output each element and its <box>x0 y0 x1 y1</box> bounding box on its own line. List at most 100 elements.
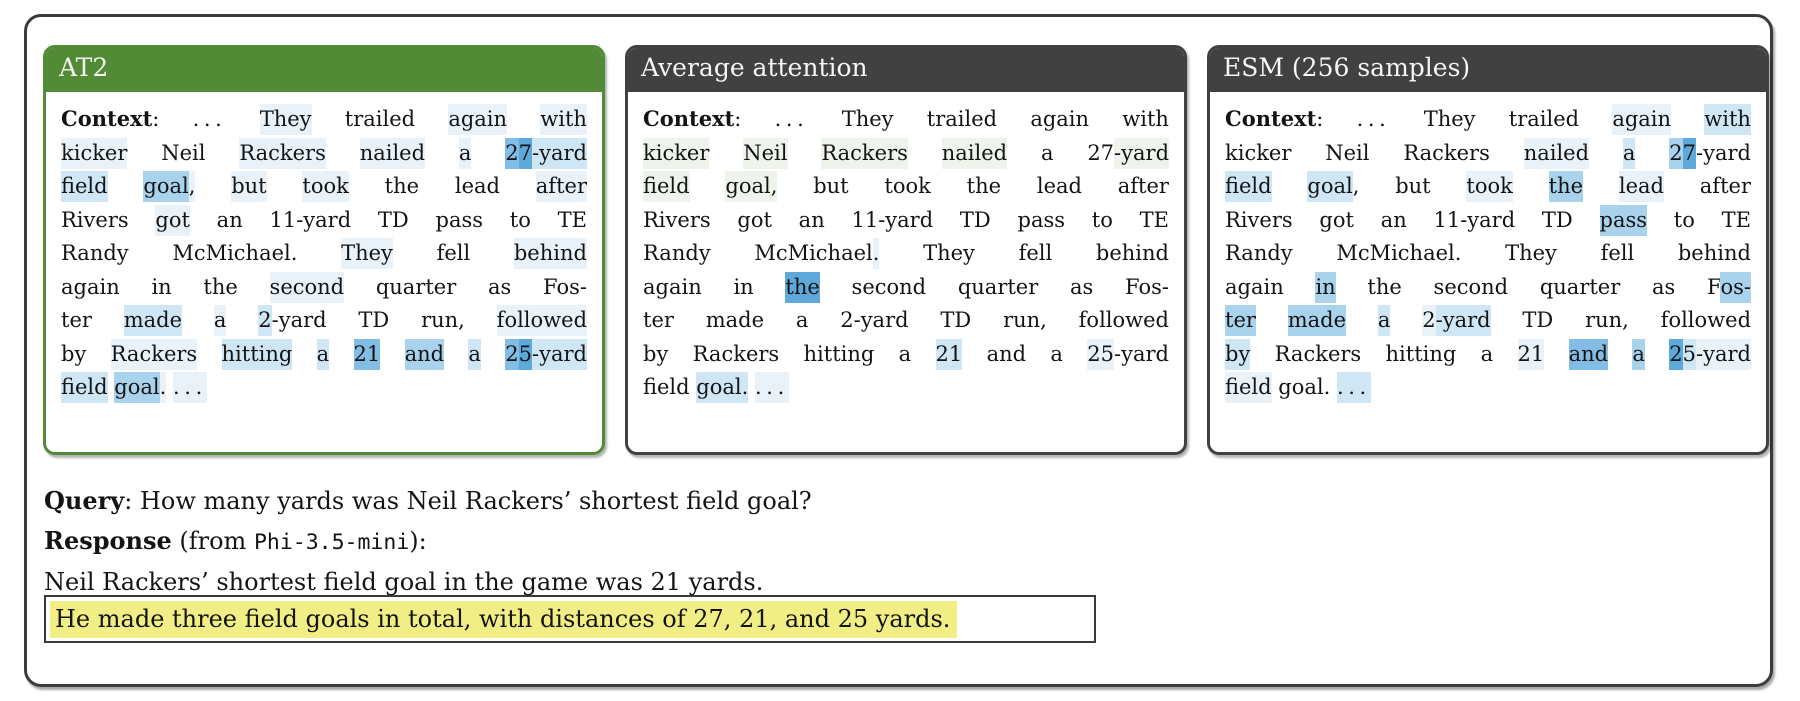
context-token: the <box>1548 171 1584 202</box>
context-token: in <box>151 272 171 303</box>
token-segment: hitting <box>1385 341 1457 366</box>
context-token: fell <box>1019 238 1053 269</box>
context-token: 2-yard <box>1422 305 1491 336</box>
token-segment: followed <box>1078 308 1169 332</box>
context-token: ... <box>1336 372 1371 403</box>
highlighted-token-segment: after <box>535 171 587 202</box>
context-token: Randy <box>1225 238 1293 269</box>
context-token: a <box>458 137 472 169</box>
context-token: as <box>1652 272 1675 303</box>
context-token: Neil <box>1325 138 1369 169</box>
context-line: field goal, but took the lead after <box>643 170 1169 204</box>
token-segment: TD <box>1541 207 1573 232</box>
context-token: a <box>1622 137 1636 169</box>
context-token: field <box>61 171 108 202</box>
context-token: Rackers <box>1275 339 1362 370</box>
token-segment: behind <box>1095 241 1169 265</box>
highlighted-token-segment: a <box>468 338 481 370</box>
context-token: kicker <box>643 137 710 169</box>
context-token: made <box>1287 305 1347 336</box>
token-segment: They <box>923 241 975 265</box>
context-token: lead <box>1037 171 1082 202</box>
context-token: quarter <box>376 272 456 303</box>
token-segment: hitting <box>803 341 875 366</box>
token-segment: a <box>1480 341 1494 366</box>
token-segment: after <box>1117 174 1169 198</box>
token-segment: TD <box>959 207 991 232</box>
highlighted-token-segment: behind <box>513 238 587 269</box>
highlighted-token-segment: field <box>1225 372 1272 403</box>
context-token: again <box>61 272 120 303</box>
response-sentence: Neil Rackers’ shortest field goal in the… <box>44 568 764 596</box>
token-segment: 2-yard <box>840 308 909 332</box>
token-segment: They <box>1505 241 1557 265</box>
response-from-close: ): <box>409 527 427 555</box>
context-token: lead <box>1618 171 1664 202</box>
context-token: but <box>231 171 267 202</box>
token-segment: lead <box>454 174 500 198</box>
context-token: nailed <box>941 137 1008 169</box>
token-segment: trailed <box>344 107 416 131</box>
context-token: second <box>852 272 927 303</box>
context-token: after <box>1118 171 1169 202</box>
context-token: 11-yard <box>851 205 933 236</box>
token-segment: run, <box>421 308 465 332</box>
response-label: Response <box>44 526 172 555</box>
token-segment: -yard <box>1114 341 1169 366</box>
token-segment: made <box>705 308 765 332</box>
context-token: again <box>643 272 702 303</box>
token-segment: Randy <box>643 241 711 265</box>
highlighted-token-segment: 5 <box>1682 338 1697 370</box>
highlighted-token-segment: kicker <box>61 137 128 169</box>
panel-title-bar: Average attention <box>628 48 1184 92</box>
context-token: ... <box>1357 104 1391 135</box>
token-segment: again <box>1030 107 1090 131</box>
context-line: kicker Neil Rackers nailed a 27-yard <box>643 137 1170 171</box>
context-token: 21 <box>935 338 963 370</box>
context-token: pass <box>1018 205 1066 236</box>
context-line: field goal. ... <box>61 371 587 405</box>
highlighted-token-segment: and <box>1568 338 1609 370</box>
context-token: Neil <box>161 138 205 169</box>
context-line: again in the second quarter as Fos- <box>643 271 1169 305</box>
context-token: ter <box>643 305 674 336</box>
context-token: ter <box>1225 305 1256 336</box>
highlighted-token-segment: second <box>269 271 345 303</box>
highlighted-token-segment: 25 <box>1087 338 1114 370</box>
token-segment: kicker <box>1225 140 1292 165</box>
context-token: quarter <box>958 272 1038 303</box>
highlighted-token-segment: 21 <box>1517 338 1545 370</box>
attributed-answer-highlight: He made three field goals in total, with… <box>50 600 958 638</box>
token-segment: again <box>643 274 702 299</box>
token-segment: , <box>1352 174 1360 198</box>
highlighted-token-segment: -yard <box>532 338 587 370</box>
token-segment: a <box>1050 341 1063 366</box>
token-segment: Fos- <box>543 274 587 299</box>
token-segment: a <box>795 308 809 332</box>
context-token: and <box>404 338 445 370</box>
context-token: McMichael. <box>754 238 880 269</box>
context-token: field <box>643 171 690 202</box>
context-token: goal, <box>143 171 196 202</box>
token-segment: Randy <box>1225 241 1293 265</box>
token-segment: run, <box>1003 308 1047 332</box>
token-segment: Rackers <box>1274 341 1362 366</box>
token-segment: again <box>61 274 120 299</box>
context-token: Rackers <box>239 137 326 169</box>
highlighted-token-segment: took <box>302 171 349 202</box>
highlighted-token-segment: . <box>741 372 749 403</box>
token-segment: Randy <box>61 241 129 265</box>
token-segment: -yard <box>271 308 327 332</box>
highlighted-token-segment: -yard <box>1435 305 1491 336</box>
highlighted-token-segment: -yard <box>1696 338 1751 370</box>
highlighted-token-segment: the <box>785 271 820 303</box>
highlighted-token-segment: a <box>1622 137 1636 169</box>
highlighted-token-segment: pass <box>1599 204 1648 236</box>
token-segment: as <box>488 274 512 299</box>
context-token: They <box>1505 238 1557 269</box>
context-token: the <box>385 171 419 202</box>
token-segment: Context <box>61 106 153 131</box>
panel-esm: ESM (256 samples) Context: ... They trail… <box>1207 45 1769 455</box>
context-token: 27-yard <box>505 137 587 169</box>
context-token: They <box>341 238 393 269</box>
